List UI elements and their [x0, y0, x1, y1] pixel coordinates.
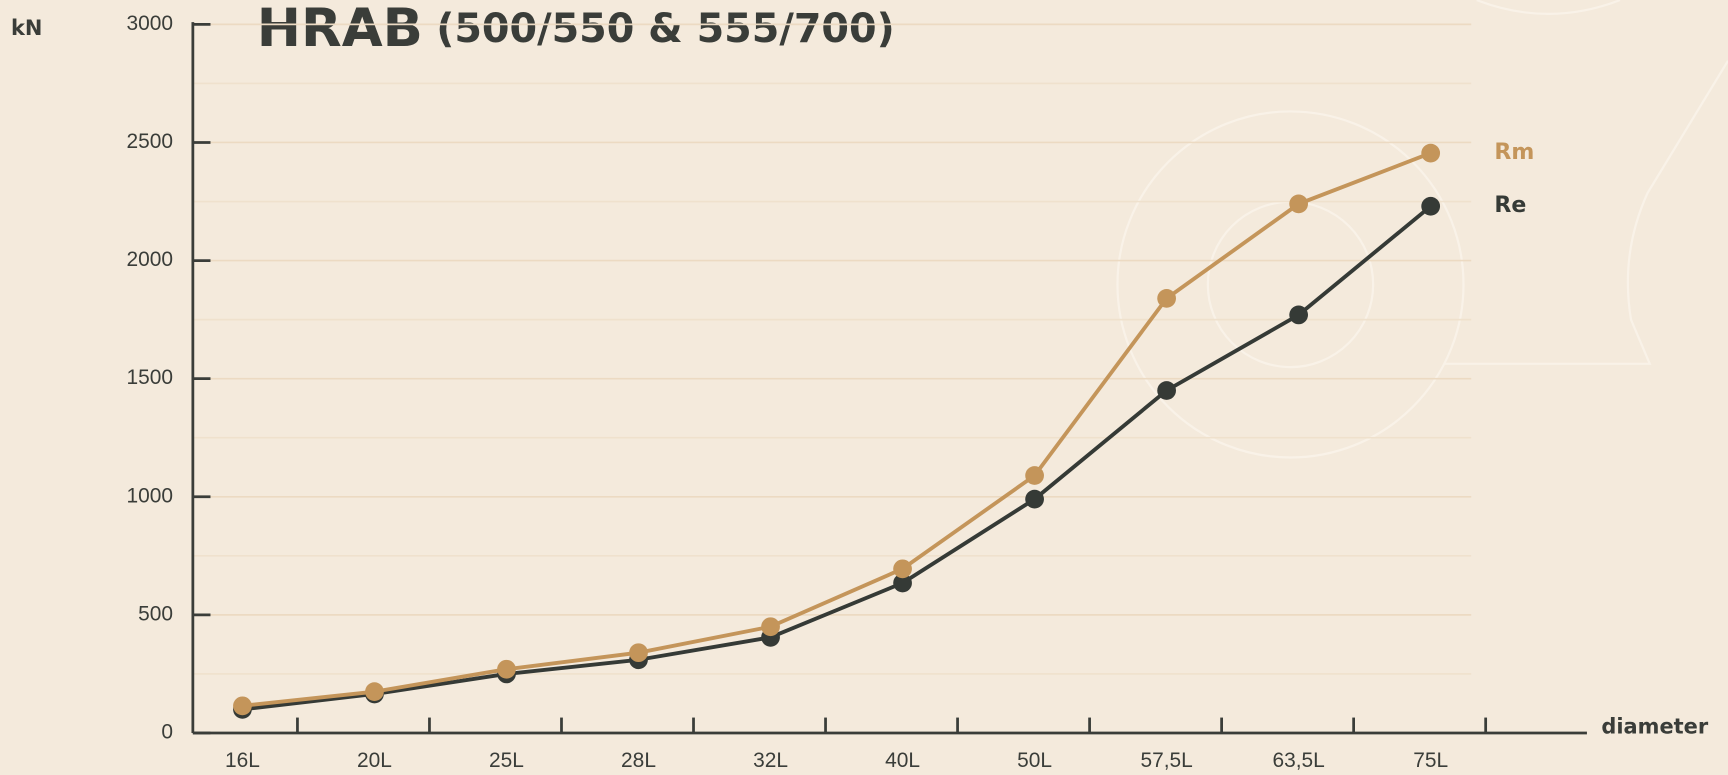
y-tick-label: 0: [161, 721, 173, 744]
y-axis-label: kN: [11, 16, 42, 40]
data-point: [629, 643, 648, 662]
chart-title: HRAB (500/550 & 555/700): [257, 0, 895, 59]
y-tick-label: 1000: [126, 484, 173, 507]
data-point: [1025, 466, 1044, 485]
data-point: [1157, 381, 1176, 400]
y-tick-label: 2500: [126, 130, 173, 153]
x-tick-label: 75L: [1413, 749, 1448, 772]
data-point: [233, 696, 252, 715]
data-point: [1289, 306, 1308, 325]
y-tick-label: 500: [138, 602, 173, 625]
title: HRAB: [257, 0, 423, 59]
x-tick-label: 16L: [225, 749, 260, 772]
data-point: [1421, 144, 1440, 163]
legend-label: Re: [1494, 193, 1526, 218]
data-point: [893, 559, 912, 578]
x-axis-label: diameter: [1601, 714, 1708, 738]
subtitle: (500/550 & 555/700): [436, 5, 895, 51]
x-tick-label: 57,5L: [1140, 749, 1192, 772]
x-tick-label: 20L: [357, 749, 392, 772]
data-point: [1025, 490, 1044, 509]
chart: HRAB (500/550 & 555/700) kN diameter 0 500…: [0, 0, 1728, 775]
background-decoration: [1117, 0, 1728, 457]
data-point: [365, 682, 384, 701]
legend-label: Rm: [1494, 140, 1534, 165]
y-tick-label: 1500: [126, 366, 173, 389]
x-tick-label: 28L: [621, 749, 656, 772]
x-tick-label: 50L: [1017, 749, 1052, 772]
data-point: [761, 617, 780, 636]
data-point: [1289, 195, 1308, 214]
x-tick-label: 32L: [753, 749, 788, 772]
x-tick-label: 40L: [885, 749, 920, 772]
y-tick-label: 3000: [126, 12, 173, 35]
data-point: [1157, 289, 1176, 308]
data-point: [497, 660, 516, 679]
data-point: [1421, 197, 1440, 216]
series-line: [242, 153, 1430, 706]
page: {"chart_data": { "type": "line", "title"…: [0, 0, 1728, 775]
y-tick-label: 2000: [126, 248, 173, 271]
series-line: [242, 206, 1430, 709]
x-tick-label: 25L: [489, 749, 524, 772]
x-tick-label: 63,5L: [1272, 749, 1324, 772]
